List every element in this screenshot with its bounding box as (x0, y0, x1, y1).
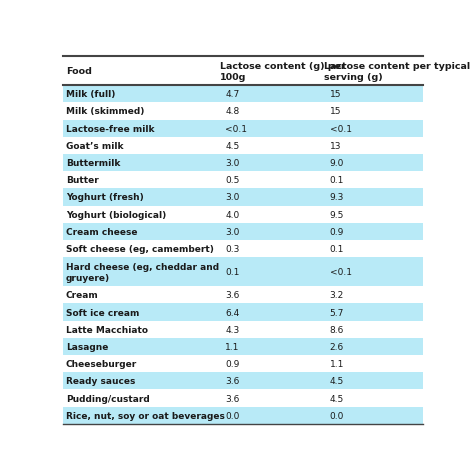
Text: 4.8: 4.8 (225, 107, 239, 116)
Bar (63, 155, 423, 172)
Bar (63, 137, 423, 155)
Text: <0.1: <0.1 (329, 124, 352, 134)
Text: 3.6: 3.6 (225, 291, 239, 300)
Text: Soft ice cream: Soft ice cream (66, 308, 139, 317)
Text: 9.0: 9.0 (329, 159, 344, 168)
Bar (63, 321, 423, 338)
Text: 0.5: 0.5 (225, 176, 239, 185)
Text: 1.1: 1.1 (225, 342, 239, 351)
Text: Yoghurt (fresh): Yoghurt (fresh) (66, 193, 144, 202)
Text: 0.9: 0.9 (225, 359, 239, 369)
Text: 0.1: 0.1 (329, 176, 344, 185)
Text: 0.0: 0.0 (329, 411, 344, 420)
Text: Lactose content (g) per
100g: Lactose content (g) per 100g (219, 62, 346, 81)
Bar (63, 223, 423, 241)
Bar (63, 407, 423, 424)
Text: Lasagne: Lasagne (66, 342, 108, 351)
Bar (63, 241, 423, 257)
Bar (63, 172, 423, 189)
Bar (63, 304, 423, 321)
Text: Soft cheese (eg, camembert): Soft cheese (eg, camembert) (66, 245, 214, 253)
Bar (63, 120, 423, 137)
Text: 3.0: 3.0 (225, 193, 239, 202)
Text: Lactose-free milk: Lactose-free milk (66, 124, 155, 134)
Text: Milk (skimmed): Milk (skimmed) (66, 107, 144, 116)
Text: 3.6: 3.6 (225, 394, 239, 403)
Text: Cream cheese: Cream cheese (66, 227, 137, 236)
Text: Food: Food (66, 67, 92, 76)
Text: Butter: Butter (66, 176, 99, 185)
Text: Buttermilk: Buttermilk (66, 159, 120, 168)
Text: 3.6: 3.6 (225, 376, 239, 386)
Text: Latte Macchiato: Latte Macchiato (66, 325, 148, 334)
Text: Ready sauces: Ready sauces (66, 376, 135, 386)
Bar (63, 338, 423, 355)
Text: 3.0: 3.0 (225, 159, 239, 168)
Text: Rice, nut, soy or oat beverages: Rice, nut, soy or oat beverages (66, 411, 225, 420)
Text: 15: 15 (329, 107, 341, 116)
Text: 4.5: 4.5 (329, 376, 344, 386)
Bar (63, 257, 423, 287)
Text: Goat’s milk: Goat’s milk (66, 141, 123, 151)
Text: Lactose content per typical
serving (g): Lactose content per typical serving (g) (324, 62, 470, 81)
Text: 13: 13 (329, 141, 341, 151)
Bar (63, 355, 423, 372)
Text: Yoghurt (biological): Yoghurt (biological) (66, 210, 166, 219)
Text: 9.5: 9.5 (329, 210, 344, 219)
Text: 0.1: 0.1 (225, 268, 239, 277)
Text: 3.2: 3.2 (329, 291, 344, 300)
Text: Pudding/custard: Pudding/custard (66, 394, 150, 403)
Bar (63, 103, 423, 120)
Text: 1.1: 1.1 (329, 359, 344, 369)
Bar (63, 57, 423, 86)
Bar (63, 287, 423, 304)
Text: <0.1: <0.1 (329, 268, 352, 277)
Text: 9.3: 9.3 (329, 193, 344, 202)
Text: Hard cheese (eg, cheddar and
gruyere): Hard cheese (eg, cheddar and gruyere) (66, 262, 219, 282)
Text: 0.3: 0.3 (225, 245, 239, 253)
Text: 4.7: 4.7 (225, 90, 239, 99)
Text: 4.5: 4.5 (329, 394, 344, 403)
Text: Cream: Cream (66, 291, 99, 300)
Text: 6.4: 6.4 (225, 308, 239, 317)
Text: 2.6: 2.6 (329, 342, 344, 351)
Text: Milk (full): Milk (full) (66, 90, 115, 99)
Text: 8.6: 8.6 (329, 325, 344, 334)
Text: 0.1: 0.1 (329, 245, 344, 253)
Text: 0.0: 0.0 (225, 411, 239, 420)
Text: 0.9: 0.9 (329, 227, 344, 236)
Text: 5.7: 5.7 (329, 308, 344, 317)
Bar (63, 206, 423, 223)
Bar (63, 189, 423, 206)
Text: 4.3: 4.3 (225, 325, 239, 334)
Text: 4.5: 4.5 (225, 141, 239, 151)
Bar (63, 390, 423, 407)
Text: 3.0: 3.0 (225, 227, 239, 236)
Bar (63, 86, 423, 103)
Text: Cheeseburger: Cheeseburger (66, 359, 137, 369)
Text: <0.1: <0.1 (225, 124, 247, 134)
Bar (63, 372, 423, 390)
Text: 4.0: 4.0 (225, 210, 239, 219)
Text: 15: 15 (329, 90, 341, 99)
